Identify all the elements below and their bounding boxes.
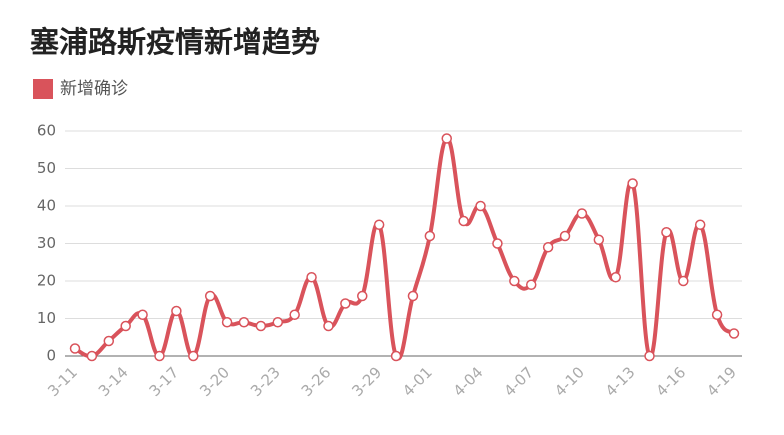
data-point — [711, 309, 723, 320]
x-tick-label: 3-20 — [196, 363, 233, 400]
data-point — [86, 350, 98, 362]
data-point — [204, 290, 216, 302]
legend-swatch — [33, 79, 53, 99]
x-tick-label: 4-07 — [500, 363, 537, 400]
data-point — [238, 317, 250, 328]
data-point — [610, 272, 621, 283]
series-line — [74, 136, 736, 361]
data-point — [407, 290, 419, 302]
x-tick-label: 3-11 — [44, 363, 81, 400]
data-point — [644, 350, 655, 362]
x-tick-label: 4-16 — [653, 363, 690, 400]
x-tick-label: 3-23 — [247, 363, 284, 400]
data-point — [627, 178, 638, 189]
data-point — [137, 309, 148, 320]
y-tick-label: 60 — [37, 122, 56, 140]
x-tick-label: 3-26 — [298, 363, 335, 400]
x-tick-label: 4-01 — [399, 363, 436, 400]
data-point — [525, 279, 537, 290]
x-tick-label: 4-04 — [450, 363, 487, 400]
y-tick-label: 0 — [46, 347, 56, 365]
x-tick-label: 3-29 — [348, 363, 385, 400]
data-point — [678, 275, 689, 287]
data-point — [103, 335, 115, 347]
data-point — [188, 350, 199, 362]
data-point — [661, 227, 672, 238]
data-point — [694, 219, 706, 230]
data-point — [272, 317, 284, 328]
y-tick-label: 50 — [37, 159, 56, 177]
data-point — [323, 320, 334, 332]
data-point — [492, 238, 503, 249]
data-point — [289, 309, 300, 320]
data-point — [154, 350, 165, 362]
y-tick-label: 20 — [37, 272, 56, 290]
data-point — [69, 343, 81, 354]
data-point — [306, 272, 317, 283]
y-tick-label: 10 — [37, 309, 56, 327]
data-point — [559, 230, 571, 242]
data-point — [728, 328, 740, 339]
data-point — [458, 215, 469, 227]
x-tick-label: 4-10 — [551, 363, 588, 400]
data-point — [542, 242, 554, 253]
data-point — [221, 317, 233, 328]
data-point — [593, 234, 605, 245]
data-point — [120, 320, 131, 332]
data-point — [424, 230, 436, 242]
data-point — [475, 200, 486, 212]
legend-label: 新增确诊 — [60, 79, 128, 99]
x-tick-label: 4-19 — [703, 363, 740, 400]
data-point — [509, 275, 520, 287]
data-point — [171, 305, 182, 317]
y-tick-label: 40 — [37, 197, 56, 215]
data-point — [373, 219, 385, 230]
x-tick-label: 3-14 — [95, 363, 132, 400]
x-tick-label: 3-17 — [146, 363, 183, 400]
data-point — [390, 350, 402, 362]
x-tick-label: 4-13 — [602, 363, 639, 400]
data-point — [255, 320, 267, 332]
y-tick-label: 30 — [37, 234, 56, 252]
data-point — [576, 208, 588, 219]
data-point — [441, 133, 452, 144]
data-point — [340, 298, 351, 309]
chart-title: 塞浦路斯疫情新增趋势 — [30, 25, 320, 59]
data-point — [357, 290, 368, 302]
